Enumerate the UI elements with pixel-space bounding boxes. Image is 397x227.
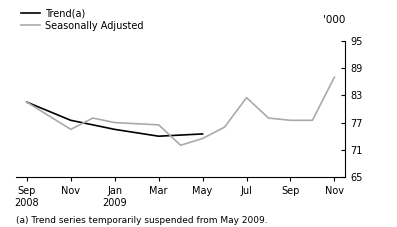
Seasonally Adjusted — [222, 126, 227, 128]
Seasonally Adjusted — [332, 76, 337, 79]
Trend(a) — [68, 119, 73, 122]
Trend(a) — [156, 135, 161, 138]
Trend(a) — [25, 101, 29, 104]
Seasonally Adjusted — [68, 128, 73, 131]
Line: Trend(a): Trend(a) — [27, 102, 202, 136]
Seasonally Adjusted — [200, 137, 205, 140]
Seasonally Adjusted — [112, 121, 117, 124]
Seasonally Adjusted — [91, 117, 95, 119]
Seasonally Adjusted — [310, 119, 315, 122]
Seasonally Adjusted — [244, 96, 249, 99]
Text: (a) Trend series temporarily suspended from May 2009.: (a) Trend series temporarily suspended f… — [16, 216, 268, 225]
Seasonally Adjusted — [266, 117, 271, 119]
Seasonally Adjusted — [178, 144, 183, 147]
Legend: Trend(a), Seasonally Adjusted: Trend(a), Seasonally Adjusted — [21, 9, 144, 31]
Trend(a) — [200, 133, 205, 135]
Trend(a) — [112, 128, 117, 131]
Line: Seasonally Adjusted: Seasonally Adjusted — [27, 77, 334, 145]
Text: '000: '000 — [323, 15, 345, 25]
Seasonally Adjusted — [156, 123, 161, 126]
Seasonally Adjusted — [25, 101, 29, 104]
Seasonally Adjusted — [288, 119, 293, 122]
